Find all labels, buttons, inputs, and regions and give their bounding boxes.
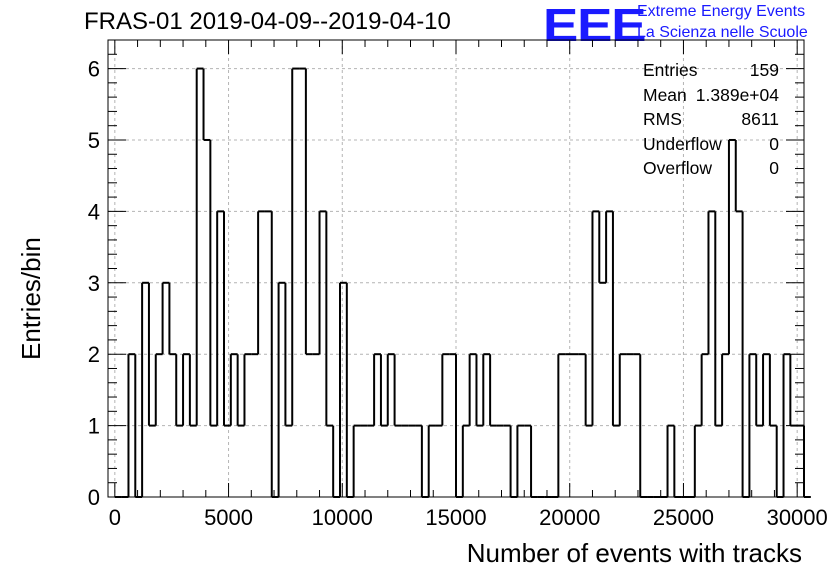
y-tick-label: 0	[88, 485, 100, 510]
y-tick-label: 3	[88, 271, 100, 296]
stat-name: RMS	[643, 109, 682, 130]
stat-name: Entries	[643, 60, 698, 80]
stat-row-rms: RMS 8611	[643, 108, 783, 133]
x-tick-label: 25000	[653, 505, 714, 530]
stat-value: 0	[769, 133, 779, 154]
stat-row-overflow: Overflow 0	[643, 157, 783, 182]
x-axis: 0 5000 10000 15000 20000 25000 30000	[109, 40, 828, 530]
stat-name: Underflow	[643, 133, 722, 154]
histogram-series	[114, 67, 811, 498]
stat-value: 1.389e+04	[695, 84, 779, 105]
x-tick-label: 5000	[204, 505, 253, 530]
logo-subtitle-1: Extreme Energy Events	[637, 3, 806, 20]
x-tick-label: 0	[109, 505, 121, 530]
x-tick-label: 20000	[539, 505, 600, 530]
stat-name: Mean	[643, 84, 687, 105]
y-tick-label: 5	[88, 128, 100, 153]
y-axis-label: Entries/bin	[16, 237, 46, 360]
y-tick-label: 6	[88, 57, 100, 82]
chart-title: FRAS-01 2019-04-09--2019-04-10	[84, 8, 451, 35]
stat-row-entries: Entries 159	[643, 59, 783, 84]
y-tick-label: 4	[88, 199, 100, 224]
y-axis: 0 1 2 3 4 5 6	[88, 39, 804, 510]
y-tick-label: 1	[88, 414, 100, 439]
stat-row-underflow: Underflow 0	[643, 133, 783, 158]
x-tick-label: 15000	[425, 505, 486, 530]
y-axis-label-wrap: Entries/bin	[8, 178, 46, 360]
stat-name: Overflow	[643, 158, 713, 179]
stats-box: Entries 159 Mean 1.389e+04 RMS 8611 Unde…	[643, 59, 783, 182]
stat-value: 8611	[741, 109, 779, 130]
logo-subtitle-2: La Scienza nelle Scuole	[637, 24, 808, 41]
stat-row-mean: Mean 1.389e+04	[643, 84, 783, 109]
x-tick-label: 30000	[767, 505, 828, 530]
stat-value: 159	[749, 60, 779, 80]
stat-value: 0	[769, 158, 779, 179]
x-tick-label: 10000	[312, 505, 373, 530]
y-tick-label: 2	[88, 342, 100, 367]
x-axis-label: Number of events with tracks	[466, 538, 802, 568]
